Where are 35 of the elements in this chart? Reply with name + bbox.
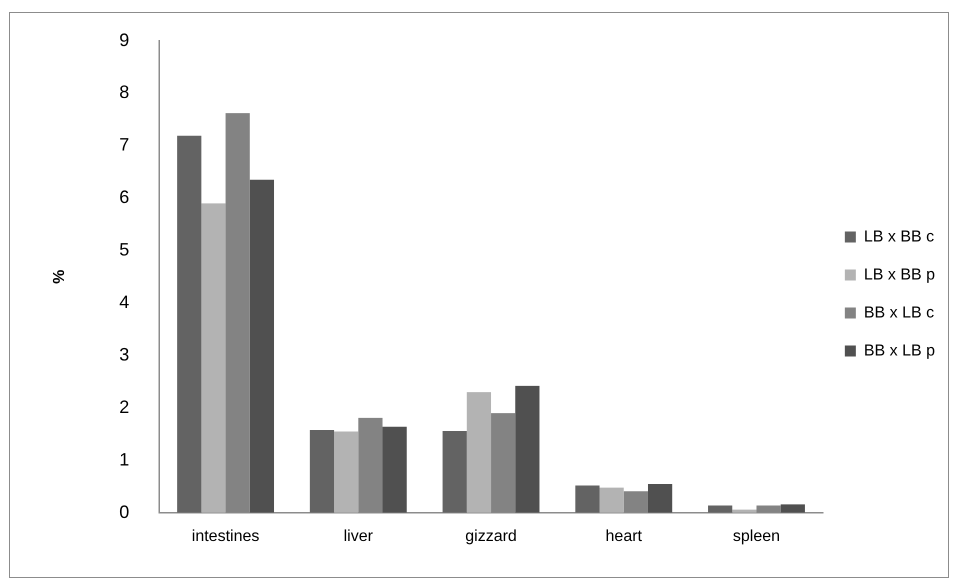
y-tick-label: 4 (119, 292, 130, 312)
y-tick-label: 7 (119, 134, 130, 155)
bar (310, 430, 334, 513)
x-tick-label: gizzard (465, 528, 517, 545)
legend-label: BB x LB c (864, 304, 934, 322)
x-tick-label: heart (606, 528, 643, 545)
bar (600, 488, 624, 513)
legend-label: LB x BB c (864, 228, 934, 246)
bar (708, 505, 732, 513)
bar (648, 484, 672, 513)
bar (442, 430, 467, 513)
bar (466, 392, 492, 513)
y-tick-label: 9 (119, 30, 130, 50)
y-tick-label: 8 (119, 82, 130, 102)
y-tick-label: 5 (119, 240, 130, 260)
x-tick-label: spleen (732, 528, 780, 545)
bar (250, 180, 274, 513)
bar (382, 426, 407, 513)
y-tick-label: 6 (119, 187, 130, 208)
bar (575, 486, 600, 513)
y-tick-label: 2 (119, 396, 130, 417)
y-axis-title: % (51, 270, 68, 284)
bar (201, 203, 226, 513)
y-tick-label: 1 (119, 449, 130, 470)
bar (177, 136, 202, 513)
legend-label: BB x LB p (864, 342, 936, 360)
legend-label: LB x BB p (864, 266, 936, 284)
bar (334, 432, 358, 513)
bar (732, 510, 756, 513)
x-tick-label: intestines (192, 528, 260, 545)
y-tick-label: 0 (119, 502, 130, 522)
y-tick-label: 3 (119, 344, 130, 364)
bar (780, 504, 805, 513)
x-tick-label: liver (344, 528, 374, 545)
bar (515, 386, 540, 513)
